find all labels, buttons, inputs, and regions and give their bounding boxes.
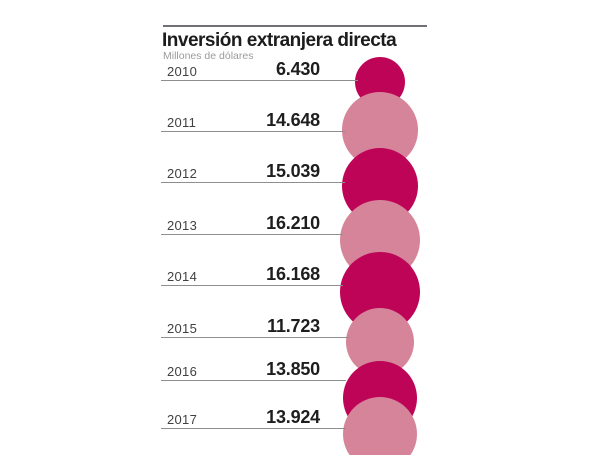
- value-label-2017: 13.924: [266, 407, 320, 427]
- chart-subtitle: Millones de dólares: [163, 50, 254, 62]
- year-label-2010: 2010: [167, 64, 198, 79]
- row-rule-2011: [161, 131, 346, 132]
- year-label-2013: 2013: [167, 218, 198, 233]
- bubble-2017: [343, 397, 417, 455]
- row-rule-2016: [161, 380, 347, 381]
- year-label-2011: 2011: [167, 115, 197, 130]
- top-rule: [163, 25, 427, 27]
- year-label-2014: 2014: [167, 269, 198, 284]
- year-label-2017: 2017: [167, 412, 198, 427]
- value-label-2011: 14.648: [266, 110, 320, 130]
- value-label-2013: 16.210: [266, 213, 320, 233]
- value-label-2016: 13.850: [266, 359, 320, 379]
- value-label-2012: 15.039: [266, 161, 320, 181]
- value-label-2010: 6.430: [275, 59, 320, 79]
- row-rule-2015: [161, 337, 350, 338]
- value-label-2015: 11.723: [267, 316, 320, 336]
- row-rule-2013: [161, 234, 344, 235]
- chart-title: Inversión extranjera directa: [162, 30, 397, 51]
- value-label-2014: 16.168: [266, 264, 320, 284]
- row-rule-2014: [161, 285, 344, 286]
- year-label-2015: 2015: [167, 321, 198, 336]
- row-rule-2010: [161, 80, 358, 81]
- year-label-2016: 2016: [167, 364, 198, 379]
- row-rule-2017: [161, 428, 346, 429]
- year-label-2012: 2012: [167, 166, 198, 181]
- row-rule-2012: [161, 182, 345, 183]
